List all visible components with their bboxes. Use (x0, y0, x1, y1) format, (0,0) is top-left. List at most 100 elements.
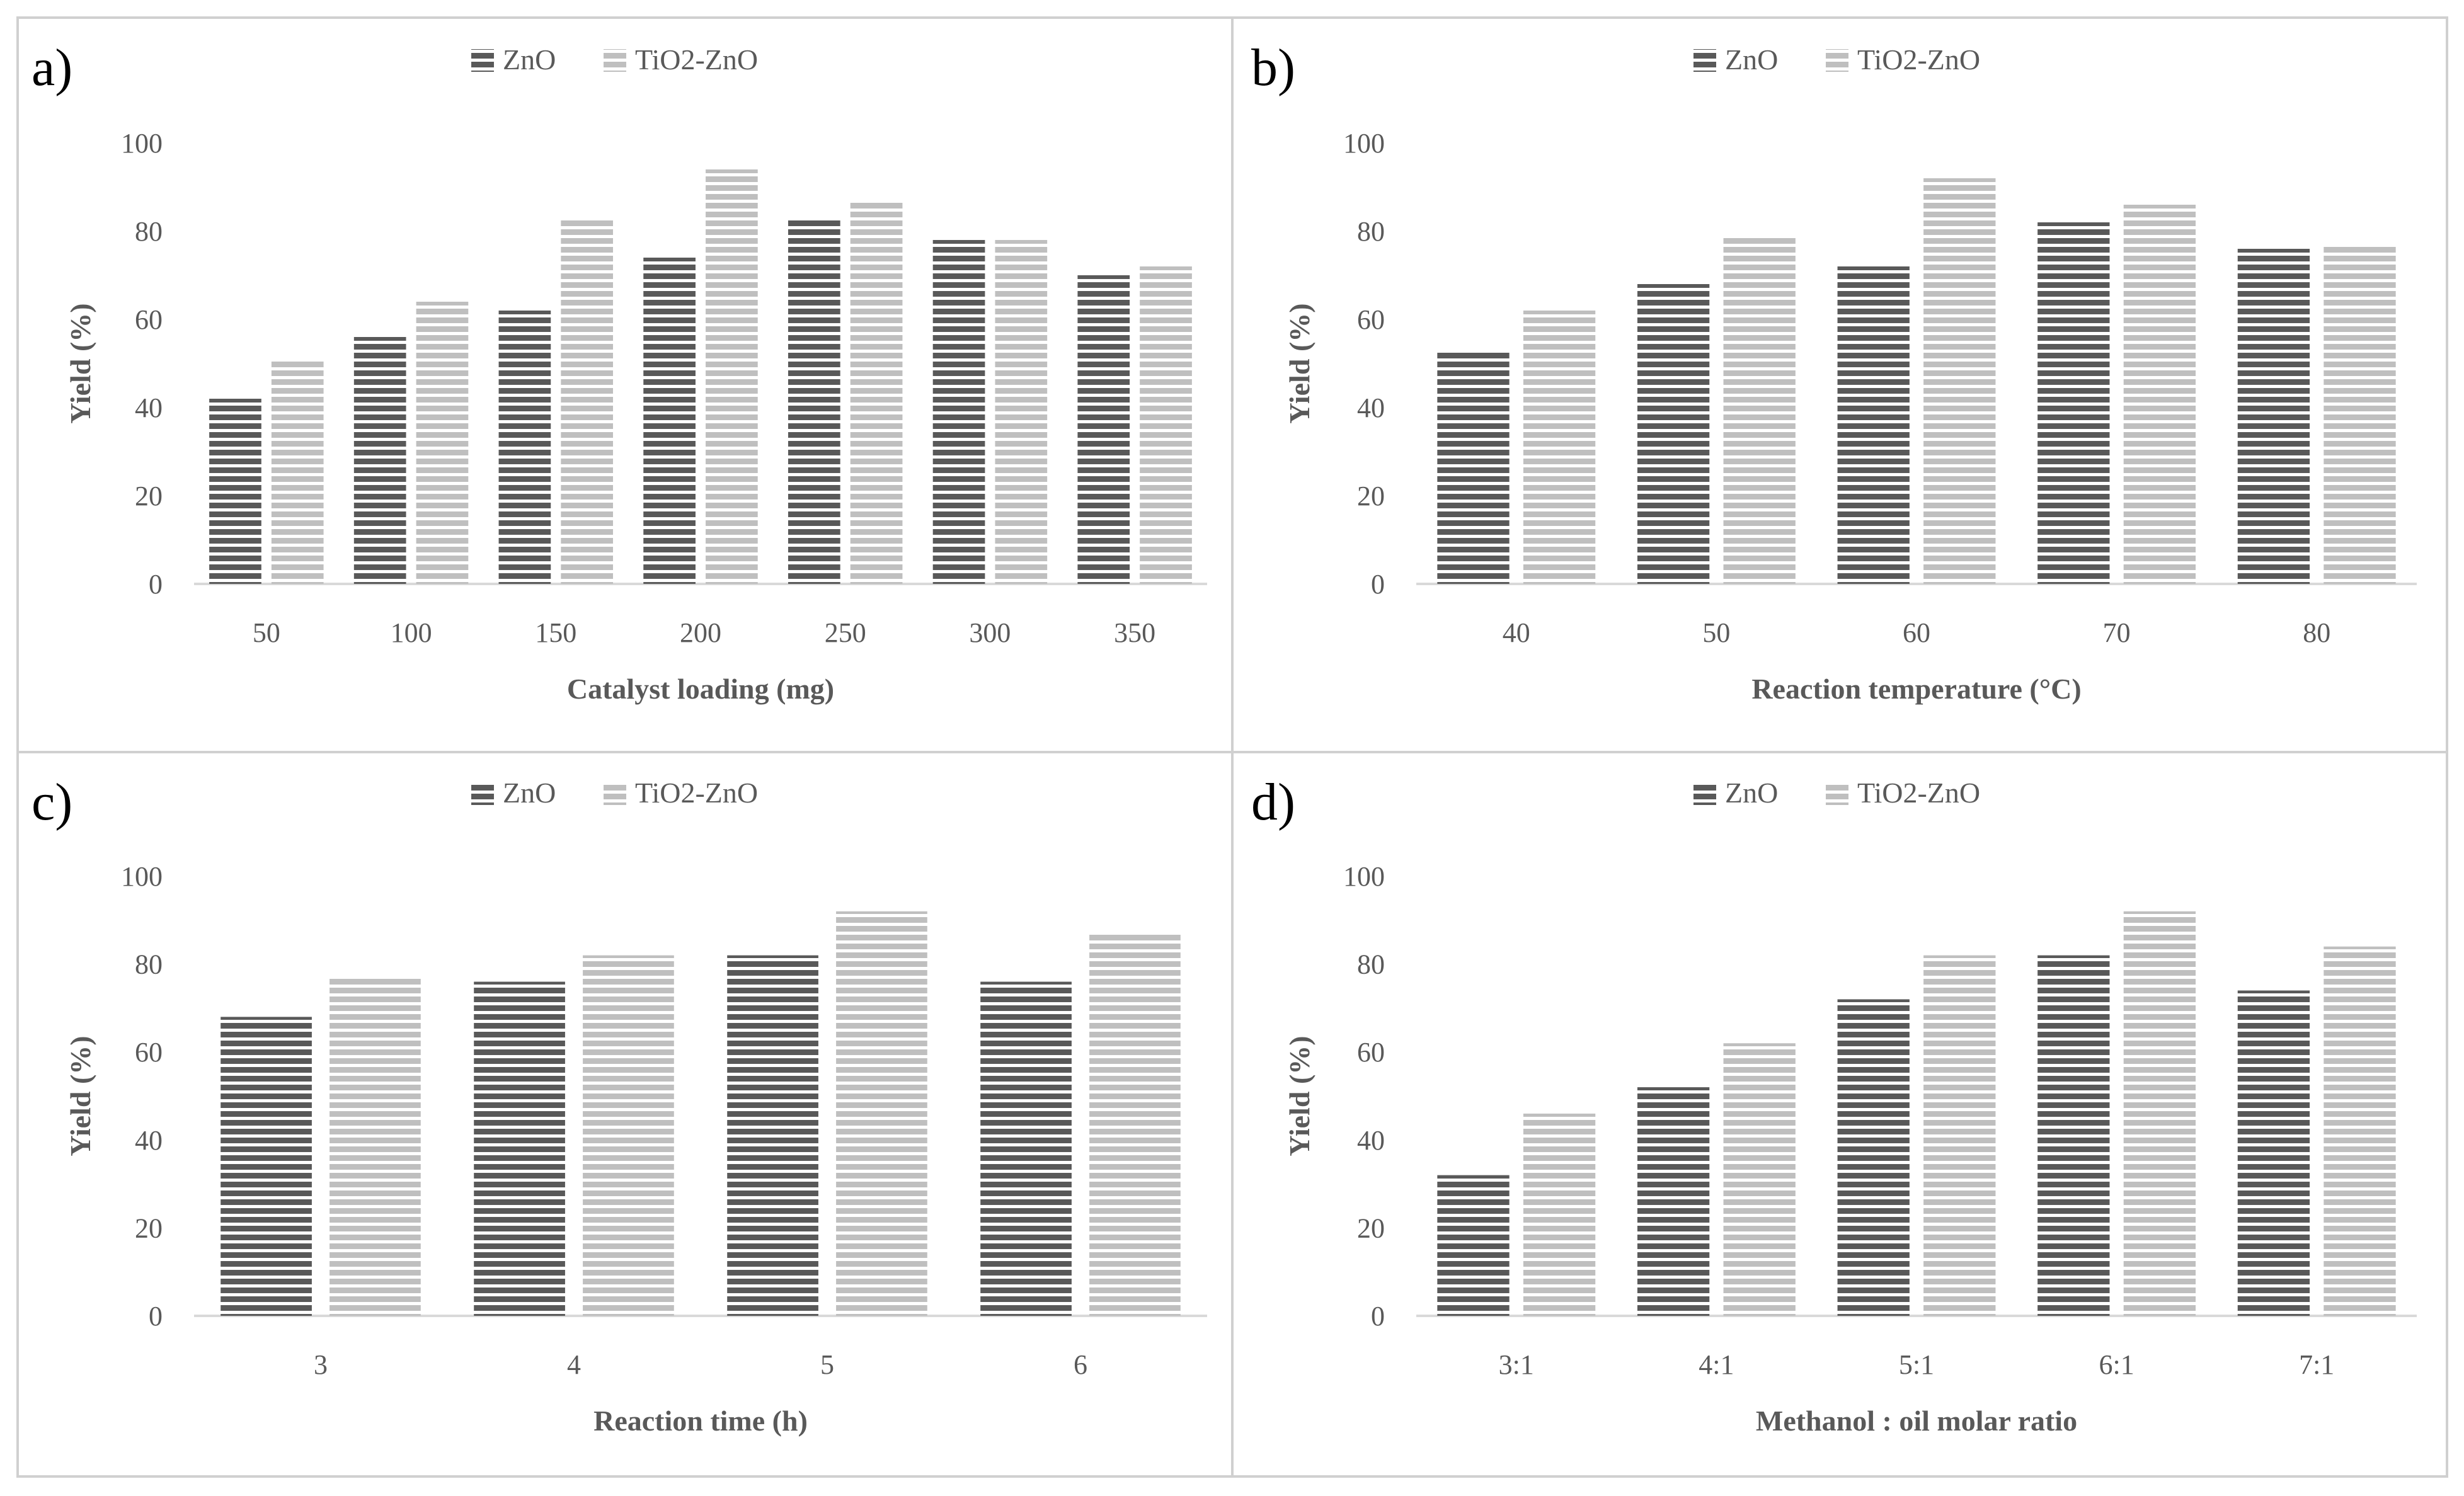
bar-tio2-zno (706, 169, 758, 584)
legend: ZnO TiO2-ZnO (471, 43, 758, 76)
panel-border (1231, 751, 2448, 1478)
chart-panel: c) ZnO TiO2-ZnO 0 20 40 60 80 100 Yield (%) 3 4 5 6 Re… (16, 751, 1234, 1478)
bar-zno (498, 311, 551, 584)
legend-label: ZnO (1725, 777, 1778, 809)
panel-label: d) (1251, 773, 1295, 831)
x-tick-label: 4:1 (1699, 1349, 1734, 1380)
chart-panel: d) ZnO TiO2-ZnO 0 20 40 60 80 100 Yield (%) 3:1 4:1… (1231, 751, 2448, 1478)
bar-tio2-zno (1140, 266, 1192, 584)
legend-label: TiO2-ZnO (635, 43, 758, 76)
x-tick-label: 4 (567, 1349, 581, 1380)
y-tick-label: 40 (135, 1125, 163, 1156)
legend-swatch (471, 782, 494, 805)
legend-swatch (604, 49, 626, 72)
x-tick-label: 100 (391, 617, 432, 648)
x-tick-label: 150 (535, 617, 576, 648)
x-tick-label: 200 (680, 617, 721, 648)
bar-zno (221, 1017, 312, 1316)
x-tick-label: 3 (314, 1349, 328, 1380)
y-tick-label: 0 (1371, 1301, 1385, 1332)
x-tick-label: 6 (1074, 1349, 1087, 1380)
legend: ZnO TiO2-ZnO (1693, 777, 1980, 809)
bar-tio2-zno (836, 911, 927, 1316)
bar-tio2-zno (1089, 933, 1181, 1316)
y-tick-label: 100 (121, 861, 163, 892)
bar-tio2-zno (2123, 205, 2196, 584)
x-tick-label: 300 (969, 617, 1011, 648)
y-tick-label: 20 (135, 481, 163, 511)
y-tick-label: 20 (135, 1213, 163, 1243)
bar-zno (788, 218, 840, 584)
x-tick-label: 5:1 (1899, 1349, 1934, 1380)
bar-zno (980, 981, 1072, 1316)
bar-zno (2237, 249, 2310, 584)
y-tick-label: 0 (1371, 569, 1385, 600)
bar-tio2-zno (1923, 955, 1996, 1316)
x-tick-label: 60 (1903, 617, 1930, 648)
x-axis-title: Reaction temperature (°C) (1751, 673, 2081, 705)
x-tick-label: 350 (1114, 617, 1155, 648)
chart-panel: b) ZnO TiO2-ZnO 0 20 40 60 80 100 Yield (%) 40 50 60… (1231, 16, 2448, 753)
chart-panel: a) ZnO TiO2-ZnO 0 20 40 60 80 100 Yield (%) 50 100 1… (16, 16, 1234, 753)
bar-zno (1437, 350, 1510, 584)
legend-swatch (471, 49, 494, 72)
x-tick-label: 6:1 (2099, 1349, 2134, 1380)
y-axis-title: Yield (%) (1283, 1036, 1315, 1156)
bar-tio2-zno (2324, 244, 2396, 584)
y-tick-label: 80 (1357, 216, 1385, 247)
x-tick-label: 250 (825, 617, 866, 648)
bar-zno (1637, 284, 1710, 584)
y-tick-label: 60 (135, 304, 163, 335)
y-tick-label: 40 (135, 392, 163, 423)
y-tick-label: 60 (135, 1037, 163, 1068)
y-tick-label: 80 (1357, 949, 1385, 980)
y-axis-title: Yield (%) (1283, 303, 1315, 423)
bar-tio2-zno (1523, 311, 1596, 584)
bar-tio2-zno (1923, 178, 1996, 584)
y-tick-label: 0 (149, 569, 163, 600)
panel-label: c) (32, 773, 72, 831)
legend-label: ZnO (1725, 43, 1778, 76)
bar-zno (2037, 222, 2110, 584)
bar-tio2-zno (1523, 1113, 1596, 1316)
bar-zno (1637, 1087, 1710, 1316)
legend-label: ZnO (503, 777, 556, 809)
x-tick-label: 80 (2303, 617, 2330, 648)
y-tick-label: 100 (121, 128, 163, 159)
legend-swatch (1826, 49, 1848, 72)
y-tick-label: 40 (1357, 1125, 1385, 1156)
y-tick-label: 100 (1343, 128, 1385, 159)
legend-swatch (1693, 782, 1716, 805)
bar-tio2-zno (2123, 911, 2196, 1316)
x-tick-label: 3:1 (1499, 1349, 1534, 1380)
x-axis-title: Methanol : oil molar ratio (1756, 1405, 2077, 1437)
bar-zno (1837, 266, 1910, 584)
y-tick-label: 80 (135, 216, 163, 247)
y-tick-label: 60 (1357, 1037, 1385, 1068)
x-tick-label: 40 (1503, 617, 1530, 648)
legend-label: TiO2-ZnO (635, 777, 758, 809)
bar-tio2-zno (271, 359, 324, 584)
bar-zno (209, 399, 261, 584)
legend-label: TiO2-ZnO (1857, 43, 1980, 76)
bar-zno (2037, 955, 2110, 1316)
bar-tio2-zno (329, 977, 421, 1316)
y-tick-label: 20 (1357, 481, 1385, 511)
y-tick-label: 20 (1357, 1213, 1385, 1243)
x-tick-label: 50 (1702, 617, 1730, 648)
bar-zno (353, 337, 406, 584)
x-tick-label: 7:1 (2299, 1349, 2334, 1380)
legend-label: TiO2-ZnO (1857, 777, 1980, 809)
y-tick-label: 100 (1343, 861, 1385, 892)
bar-tio2-zno (2324, 946, 2396, 1316)
legend-swatch (1693, 49, 1716, 72)
panel-label: a) (32, 38, 72, 97)
y-tick-label: 60 (1357, 304, 1385, 335)
bar-zno (1837, 999, 1910, 1316)
x-tick-label: 5 (820, 1349, 834, 1380)
y-axis-title: Yield (%) (64, 303, 96, 423)
bar-tio2-zno (995, 240, 1048, 584)
x-tick-label: 50 (253, 617, 280, 648)
bar-tio2-zno (583, 955, 674, 1316)
